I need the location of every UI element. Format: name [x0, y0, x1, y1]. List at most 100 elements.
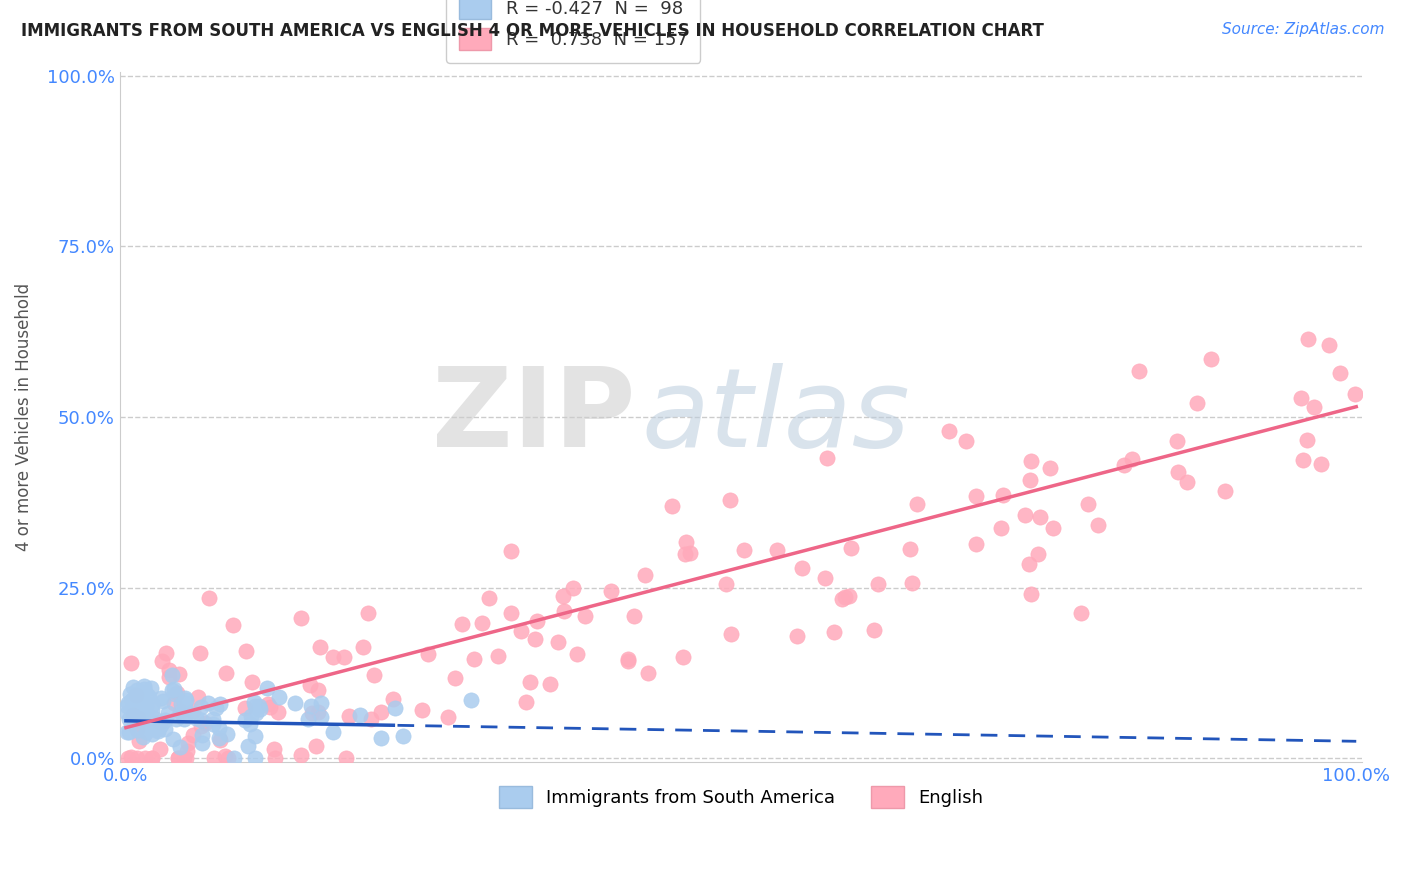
- Point: [191, 728, 214, 742]
- Point: [198, 591, 221, 605]
- Point: [115, 698, 138, 713]
- Point: [233, 713, 256, 727]
- Point: [149, 690, 172, 705]
- Point: [357, 607, 380, 621]
- Point: [235, 644, 257, 658]
- Point: [538, 677, 561, 691]
- Point: [335, 750, 357, 764]
- Point: [309, 697, 332, 711]
- Point: [120, 749, 142, 764]
- Point: [814, 571, 837, 585]
- Point: [188, 646, 211, 660]
- Point: [115, 706, 138, 721]
- Point: [163, 681, 186, 696]
- Point: [156, 706, 179, 720]
- Point: [634, 568, 657, 582]
- Point: [142, 711, 165, 725]
- Point: [451, 617, 474, 632]
- Point: [208, 733, 231, 747]
- Point: [190, 714, 212, 728]
- Point: [157, 670, 180, 684]
- Point: [240, 675, 263, 690]
- Text: atlas: atlas: [641, 363, 910, 470]
- Point: [838, 589, 860, 603]
- Point: [519, 674, 541, 689]
- Point: [301, 706, 323, 720]
- Point: [245, 750, 267, 764]
- Point: [157, 663, 180, 677]
- Point: [118, 724, 141, 739]
- Point: [135, 725, 157, 739]
- Point: [733, 542, 755, 557]
- Point: [391, 729, 413, 743]
- Point: [215, 665, 238, 680]
- Point: [201, 717, 224, 731]
- Point: [679, 545, 702, 559]
- Point: [349, 707, 371, 722]
- Point: [247, 699, 270, 714]
- Point: [190, 719, 212, 733]
- Point: [547, 634, 569, 648]
- Point: [173, 750, 195, 764]
- Point: [125, 723, 148, 737]
- Point: [236, 739, 259, 753]
- Point: [122, 704, 145, 718]
- Point: [765, 543, 787, 558]
- Point: [152, 694, 174, 708]
- Point: [714, 577, 737, 591]
- Point: [463, 652, 485, 666]
- Point: [202, 712, 225, 726]
- Point: [245, 706, 267, 720]
- Point: [167, 750, 190, 764]
- Point: [124, 716, 146, 731]
- Point: [266, 706, 288, 720]
- Point: [169, 704, 191, 718]
- Point: [290, 747, 312, 762]
- Point: [141, 750, 163, 764]
- Point: [141, 750, 163, 764]
- Point: [322, 725, 344, 739]
- Point: [153, 714, 176, 728]
- Point: [299, 699, 322, 714]
- Point: [831, 591, 853, 606]
- Point: [1018, 473, 1040, 487]
- Point: [1317, 338, 1340, 352]
- Point: [1292, 453, 1315, 467]
- Point: [135, 698, 157, 713]
- Point: [720, 627, 742, 641]
- Point: [515, 695, 537, 709]
- Point: [169, 739, 191, 754]
- Point: [1077, 497, 1099, 511]
- Point: [148, 723, 170, 738]
- Point: [239, 709, 262, 723]
- Point: [307, 683, 329, 698]
- Point: [197, 696, 219, 710]
- Point: [786, 629, 808, 643]
- Point: [135, 715, 157, 730]
- Legend: Immigrants from South America, English: Immigrants from South America, English: [492, 779, 990, 814]
- Point: [1215, 483, 1237, 498]
- Point: [125, 688, 148, 702]
- Point: [381, 691, 404, 706]
- Point: [510, 624, 533, 639]
- Point: [122, 708, 145, 723]
- Point: [115, 725, 138, 739]
- Point: [264, 750, 287, 764]
- Point: [1028, 509, 1050, 524]
- Point: [437, 709, 460, 723]
- Point: [181, 728, 204, 742]
- Point: [863, 623, 886, 637]
- Point: [149, 742, 172, 756]
- Point: [117, 750, 139, 764]
- Point: [1018, 557, 1040, 571]
- Point: [991, 488, 1014, 502]
- Point: [290, 610, 312, 624]
- Point: [815, 451, 838, 466]
- Point: [174, 692, 197, 706]
- Point: [136, 688, 159, 702]
- Point: [823, 625, 845, 640]
- Point: [242, 695, 264, 709]
- Point: [122, 712, 145, 726]
- Point: [208, 722, 231, 736]
- Text: Source: ZipAtlas.com: Source: ZipAtlas.com: [1222, 22, 1385, 37]
